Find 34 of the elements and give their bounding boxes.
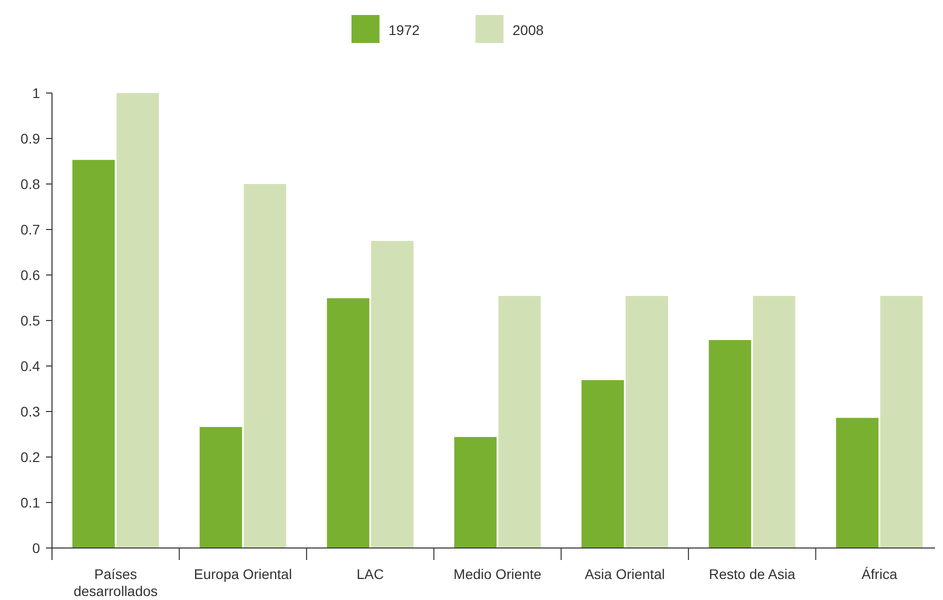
bar [72,160,115,548]
bar [244,184,286,548]
bar [371,240,414,548]
y-tick-label: 0.4 [20,358,40,374]
legend-label: 2008 [512,22,544,38]
y-tick-label: 0.6 [20,266,40,283]
y-tick-label: 0.7 [20,221,40,238]
bar [498,296,541,548]
bar [582,380,624,548]
y-tick-label: 0.2 [20,448,40,465]
legend-label: 1972 [388,22,420,38]
bar [880,296,923,548]
bar [116,93,159,548]
x-tick-label: Resto de Asia [708,566,796,582]
y-tick-label: 0.5 [20,312,40,328]
bar [326,298,370,548]
x-tick-label: Europa Oriental [194,566,292,582]
bar [200,426,242,548]
y-tick-label: 0.9 [20,130,40,146]
x-tick-label: Países desarrollados [74,566,158,599]
bar [752,296,796,548]
bar [836,418,878,548]
x-tick-label: LAC [356,566,384,582]
bar [626,296,668,548]
x-tick-label: Medio Oriente [454,566,542,582]
y-tick-label: 0.3 [20,403,40,420]
x-tick-label: Asia Oriental [584,566,665,582]
y-tick-label: 0 [32,540,40,556]
y-tick-label: 0.8 [20,176,40,192]
x-tick-label: África [861,566,898,582]
y-tick-label: 1 [32,84,40,101]
bar [454,436,497,548]
bar [708,340,752,548]
y-tick-label: 0.1 [20,494,40,510]
